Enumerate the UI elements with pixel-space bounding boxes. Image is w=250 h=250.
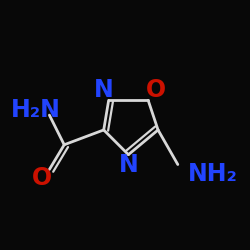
Text: O: O: [32, 166, 52, 190]
Text: H₂N: H₂N: [11, 98, 61, 122]
Text: NH₂: NH₂: [188, 162, 238, 186]
Text: N: N: [94, 78, 114, 102]
Text: N: N: [118, 152, 138, 176]
Text: O: O: [146, 78, 166, 102]
